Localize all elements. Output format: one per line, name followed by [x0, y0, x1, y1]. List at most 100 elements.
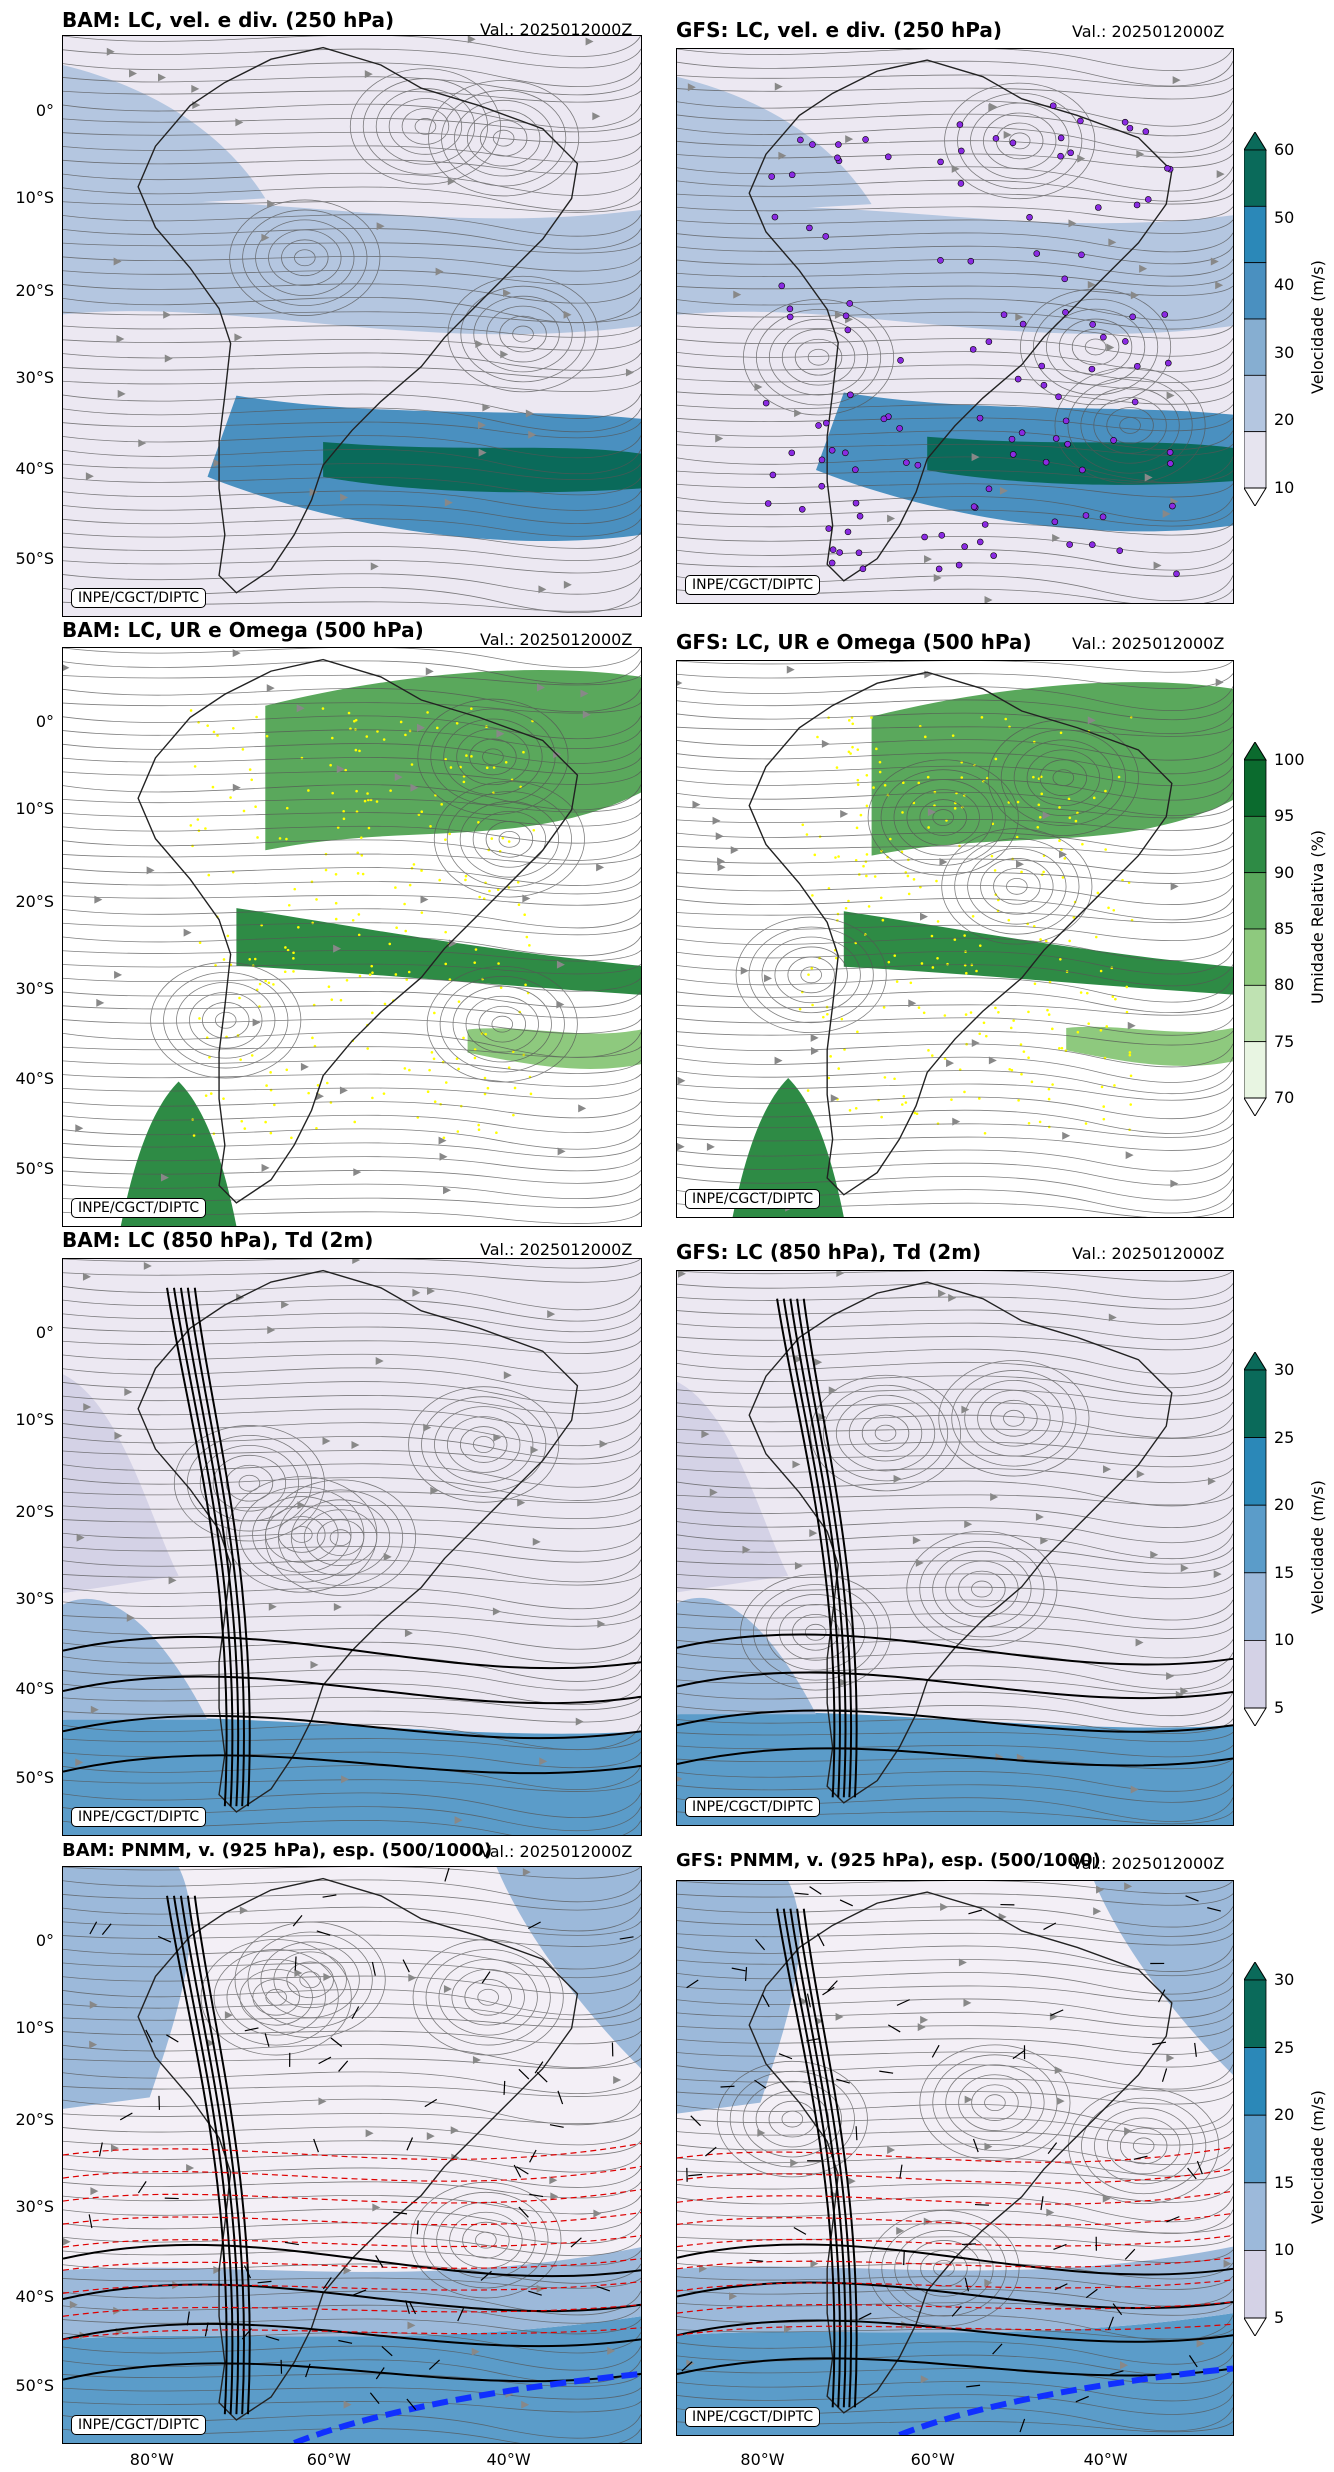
colorbar-tick: 75 [1274, 1031, 1295, 1051]
latitude-tick: 10°S [15, 2017, 54, 2037]
latitude-tick: 30°S [15, 1589, 54, 1609]
colorbar-tick: 70 [1274, 1088, 1295, 1107]
latitude-tick: 40°S [15, 1678, 54, 1698]
colorbar-swatch [1244, 205, 1267, 264]
colorbar-tick: 20 [1274, 2105, 1295, 2125]
colorbar-extend-min [1244, 487, 1267, 506]
colorbar-swatch [1244, 1369, 1267, 1438]
colorbar: 60 50 40 30 20 10 Velocidade (m/s) [1244, 132, 1334, 506]
colorbar-swatch [1244, 928, 1267, 986]
latitude-tick: 30°S [15, 2197, 54, 2217]
credit-label: INPE/CGCT/DIPTC [71, 588, 207, 608]
colorbar-swatch [1244, 1041, 1267, 1099]
colorbar-tick: 90 [1274, 862, 1295, 882]
longitude-tick: 60°W [910, 2450, 955, 2469]
latitude-tick: 40°S [15, 1069, 54, 1089]
colorbar-tick: 80 [1274, 975, 1295, 995]
colorbar-tick: 25 [1274, 2037, 1295, 2057]
colorbar-tick: 5 [1274, 1698, 1285, 1717]
map-image [677, 661, 1233, 1217]
colorbar-swatch [1244, 262, 1267, 320]
valid-time: Val.: 2025012000Z [1072, 1244, 1225, 1263]
map-image [677, 1271, 1233, 1825]
map-gfs-850: INPE/CGCT/DIPTC [676, 1270, 1234, 1826]
map-bam-250: INPE/CGCT/DIPTC [62, 35, 642, 617]
latitude-tick: 10°S [15, 1409, 54, 1429]
colorbar-swatches [1244, 742, 1267, 1116]
colorbar-label: Velocidade (m/s) [1308, 260, 1327, 394]
colorbar-extend-max [1244, 132, 1267, 151]
colorbar-swatch [1244, 1572, 1267, 1641]
map-image [677, 49, 1233, 603]
longitude-tick: 40°W [1083, 2450, 1128, 2469]
valid-time: Val.: 2025012000Z [480, 20, 633, 39]
credit-label: INPE/CGCT/DIPTC [685, 1189, 821, 1209]
valid-time: Val.: 2025012000Z [1072, 634, 1225, 653]
colorbar-swatch [1244, 2047, 1267, 2116]
longitude-tick: 80°W [129, 2450, 174, 2469]
credit-label: INPE/CGCT/DIPTC [71, 1198, 207, 1218]
colorbar-swatch [1244, 1979, 1267, 2048]
valid-time: Val.: 2025012000Z [480, 1842, 633, 1861]
longitude-tick: 40°W [486, 2450, 531, 2469]
colorbar-swatch [1244, 1504, 1267, 1574]
colorbar-tick: 30 [1274, 342, 1295, 362]
colorbar-extend-max [1244, 1962, 1267, 1981]
colorbar-swatch [1244, 374, 1267, 433]
map-image [677, 1881, 1233, 2435]
colorbar-tick: 30 [1274, 1970, 1295, 1989]
credit-label: INPE/CGCT/DIPTC [71, 1807, 207, 1827]
latitude-tick: 50°S [15, 1159, 54, 1178]
panel-title: BAM: LC (850 hPa), Td (2m) [62, 1228, 374, 1252]
colorbar-extend-max [1244, 742, 1267, 761]
colorbar-tick: 10 [1274, 2240, 1295, 2260]
valid-time: Val.: 2025012000Z [1072, 1854, 1225, 1873]
colorbar-extend-max [1244, 1352, 1267, 1371]
colorbar-swatch [1244, 2114, 1267, 2184]
panel-title: GFS: LC, UR e Omega (500 hPa) [676, 630, 1032, 654]
colorbar-swatch [1244, 2249, 1267, 2319]
colorbar-tick: 95 [1274, 806, 1295, 826]
colorbar-swatch [1244, 815, 1267, 874]
colorbar-swatch [1244, 318, 1267, 376]
latitude-tick: 40°S [15, 458, 54, 478]
latitude-tick: 0° [35, 1323, 54, 1343]
colorbar-swatch [1244, 759, 1267, 817]
colorbar-label: Umidade Relativa (%) [1308, 829, 1327, 1004]
latitude-tick: 20°S [15, 2110, 54, 2130]
panel-title: BAM: PNMM, v. (925 hPa), esp. (500/1000) [62, 1840, 493, 1861]
latitude-tick: 50°S [15, 548, 54, 568]
latitude-tick: 30°S [15, 979, 54, 999]
colorbar-swatches [1244, 132, 1267, 506]
valid-time: Val.: 2025012000Z [1072, 22, 1225, 41]
colorbar-tick: 20 [1274, 410, 1295, 430]
colorbar-swatches [1244, 1352, 1267, 1726]
panel-title: BAM: LC, UR e Omega (500 hPa) [62, 618, 424, 642]
credit-label: INPE/CGCT/DIPTC [685, 2407, 821, 2427]
valid-time: Val.: 2025012000Z [480, 1240, 633, 1259]
panel-title: GFS: PNMM, v. (925 hPa), esp. (500/1000) [676, 1850, 1101, 1871]
colorbar: 30 25 20 15 10 5 Velocidade (m/s) [1244, 1962, 1334, 2336]
colorbar-tick: 50 [1274, 207, 1295, 227]
colorbar-swatch [1244, 1639, 1267, 1709]
latitude-tick: 30°S [15, 368, 54, 388]
panel-title: GFS: LC (850 hPa), Td (2m) [676, 1240, 982, 1264]
colorbar-tick: 30 [1274, 1360, 1295, 1379]
colorbar-extend-min [1244, 1097, 1267, 1116]
map-bam-pnmm: INPE/CGCT/DIPTC [62, 1866, 642, 2444]
latitude-tick: 40°S [15, 2286, 54, 2306]
map-gfs-500: INPE/CGCT/DIPTC [676, 660, 1234, 1218]
valid-time: Val.: 2025012000Z [480, 630, 633, 649]
latitude-tick: 20°S [15, 1502, 54, 1522]
colorbar-swatch [1244, 431, 1267, 489]
map-image [63, 1867, 641, 2443]
colorbar-tick: 15 [1274, 2172, 1295, 2192]
colorbar-tick: 25 [1274, 1427, 1295, 1447]
colorbar-tick: 10 [1274, 1630, 1295, 1650]
colorbar-label: Velocidade (m/s) [1308, 2090, 1327, 2224]
colorbar-tick: 40 [1274, 275, 1295, 295]
panel-title: BAM: LC, vel. e div. (250 hPa) [62, 8, 395, 32]
longitude-tick: 80°W [740, 2450, 785, 2469]
map-gfs-pnmm: INPE/CGCT/DIPTC [676, 1880, 1234, 2436]
colorbar-tick: 100 [1274, 750, 1305, 769]
